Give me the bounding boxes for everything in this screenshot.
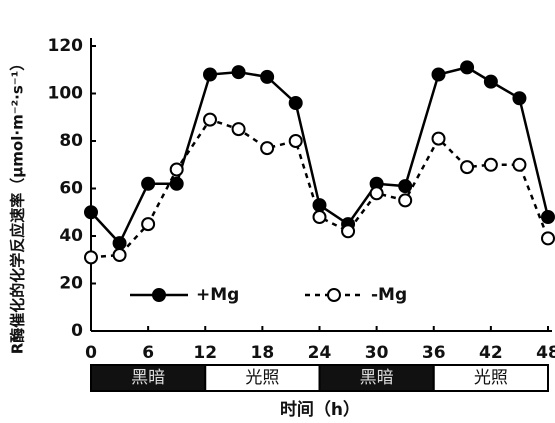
data-point [369, 186, 384, 201]
x-tick-label: 36 [422, 343, 446, 363]
x-tick-label: 6 [142, 343, 154, 363]
data-point [112, 248, 127, 262]
y-tick-label: 20 [59, 274, 83, 294]
period-label: 黑暗 [131, 368, 165, 388]
data-point [84, 205, 98, 220]
data-point [512, 91, 527, 106]
data-point [288, 134, 303, 148]
legend-label: -Mg [371, 285, 407, 305]
x-tick-label: 24 [308, 343, 332, 363]
period-label: 光照 [245, 368, 279, 388]
x-tick-label: 12 [193, 343, 217, 363]
y-tick-label: 60 [59, 179, 83, 199]
data-point [398, 193, 413, 208]
y-tick-label: 80 [59, 131, 83, 151]
legend-marker [152, 288, 166, 302]
data-point [288, 96, 303, 110]
data-point [431, 131, 446, 146]
x-tick-label: 48 [536, 343, 555, 363]
data-point [141, 176, 156, 191]
series-line [90, 118, 550, 259]
data-point [541, 210, 555, 224]
data-point [141, 217, 156, 232]
data-point [460, 160, 475, 175]
period-block [204, 364, 321, 392]
data-point [460, 60, 475, 75]
x-tick-label: 30 [365, 343, 389, 363]
x-tick-label: 0 [85, 343, 97, 363]
data-point [169, 162, 184, 177]
y-tick-label: 0 [71, 321, 83, 341]
data-point [112, 236, 127, 251]
data-point [512, 157, 527, 172]
y-tick-label: 40 [59, 226, 83, 246]
data-point [398, 179, 413, 194]
x-axis-title: 时间（h） [280, 399, 360, 420]
x-tick-label: 42 [479, 343, 503, 363]
data-point [312, 210, 327, 224]
period-block [432, 364, 549, 392]
data-point [341, 224, 356, 239]
data-point [203, 112, 218, 127]
data-point [231, 122, 246, 137]
data-point [541, 231, 555, 246]
data-point [260, 69, 275, 84]
y-tick-label: 100 [48, 84, 84, 104]
data-point [483, 157, 498, 172]
data-point [260, 141, 275, 156]
data-point [231, 65, 246, 80]
data-point [431, 67, 446, 82]
data-point [84, 250, 98, 265]
data-point [203, 67, 218, 82]
data-point [483, 74, 498, 89]
legend-label: +Mg [196, 285, 239, 305]
x-tick-label: 18 [251, 343, 275, 363]
legend-marker [327, 288, 341, 302]
y-axis-title: R酶催化的化学反应速率（μmol·m⁻²·s⁻¹） [9, 56, 27, 355]
period-label: 光照 [474, 368, 508, 388]
period-label: 黑暗 [360, 368, 394, 388]
data-point [169, 176, 184, 191]
y-tick-label: 120 [48, 36, 84, 56]
